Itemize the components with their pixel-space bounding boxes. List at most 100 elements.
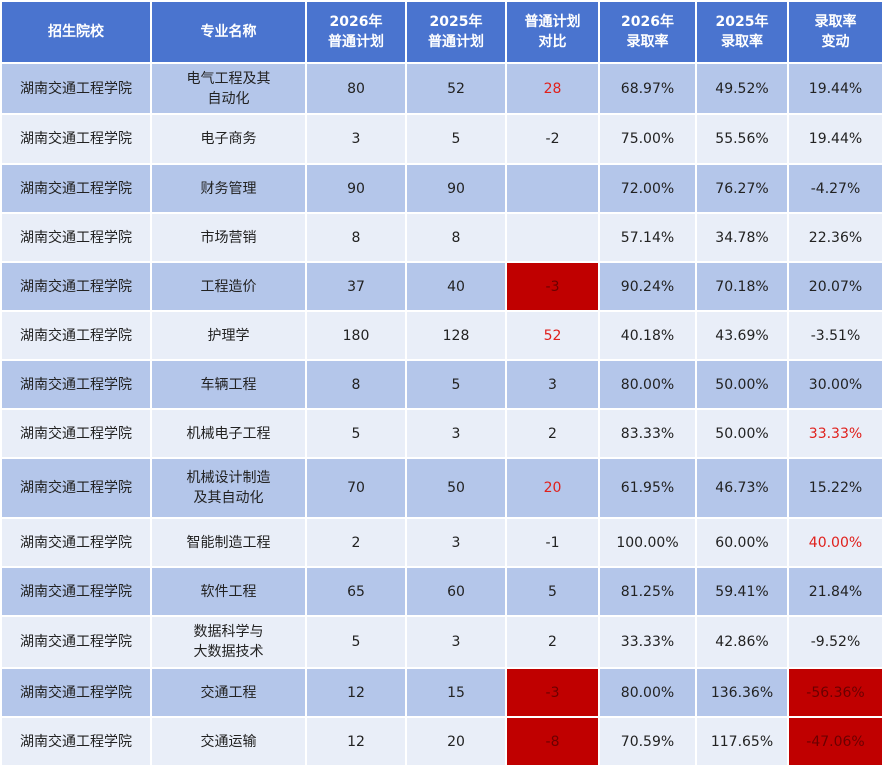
table-cell: 33.33% <box>598 615 697 669</box>
table-cell: 湖南交通工程学院 <box>0 457 152 519</box>
table-cell: 15.22% <box>787 457 882 519</box>
table-cell: 30.00% <box>787 359 882 410</box>
table-cell: 交通工程 <box>150 667 307 718</box>
table-cell: 50.00% <box>695 359 789 410</box>
table-row: 湖南交通工程学院 交通运输 12 20 -8 70.59% 117.65% -47.06% <box>0 716 882 767</box>
table-cell: 湖南交通工程学院 <box>0 615 152 669</box>
table-cell: 40.00% <box>787 517 882 568</box>
table-cell: 3 <box>305 113 407 165</box>
table-cell: 37 <box>305 261 407 312</box>
table-cell: 34.78% <box>695 212 789 263</box>
table-row: 湖南交通工程学院 市场营销 8 8 57.14% 34.78% 22.36% <box>0 212 882 263</box>
table-cell: 市场营销 <box>150 212 307 263</box>
table-cell: 40.18% <box>598 310 697 361</box>
table-cell: 湖南交通工程学院 <box>0 716 152 767</box>
table-row: 湖南交通工程学院 数据科学与 大数据技术 5 3 2 33.33% 42.86% -9.52% <box>0 615 882 669</box>
table-cell: 80.00% <box>598 667 697 718</box>
table-cell: 湖南交通工程学院 <box>0 310 152 361</box>
table-cell: 2 <box>305 517 407 568</box>
table-cell: 52 <box>405 62 507 115</box>
table-body: 湖南交通工程学院 电气工程及其 自动化 80 52 28 68.97% 49.52% 19.4… <box>0 62 882 767</box>
table-cell: 2 <box>505 408 600 459</box>
table-cell: 40 <box>405 261 507 312</box>
table-cell: 21.84% <box>787 566 882 617</box>
table-cell: 5 <box>405 359 507 410</box>
table-cell: 90 <box>405 163 507 214</box>
table-cell: 100.00% <box>598 517 697 568</box>
table-cell: 46.73% <box>695 457 789 519</box>
table-cell: 60 <box>405 566 507 617</box>
table-cell: 61.95% <box>598 457 697 519</box>
table-row: 湖南交通工程学院 智能制造工程 2 3 -1 100.00% 60.00% 40.00% <box>0 517 882 568</box>
table-cell: 12 <box>305 716 407 767</box>
table-cell: -9.52% <box>787 615 882 669</box>
table-cell: 57.14% <box>598 212 697 263</box>
table-cell: 52 <box>505 310 600 361</box>
table-row: 湖南交通工程学院 工程造价 37 40 -3 90.24% 70.18% 20.07% <box>0 261 882 312</box>
table-cell: 15 <box>405 667 507 718</box>
table-cell <box>505 163 600 214</box>
table-row: 湖南交通工程学院 交通工程 12 15 -3 80.00% 136.36% -56.36% <box>0 667 882 718</box>
table-cell: -3.51% <box>787 310 882 361</box>
header-cell: 2025年 录取率 <box>695 0 789 64</box>
table-cell: 财务管理 <box>150 163 307 214</box>
table-cell: -8 <box>505 716 600 767</box>
table-cell: 28 <box>505 62 600 115</box>
table-cell: 湖南交通工程学院 <box>0 408 152 459</box>
table-row: 湖南交通工程学院 电子商务 3 5 -2 75.00% 55.56% 19.44% <box>0 113 882 165</box>
table-row: 湖南交通工程学院 财务管理 90 90 72.00% 76.27% -4.27% <box>0 163 882 214</box>
table-cell: 电子商务 <box>150 113 307 165</box>
header-row: 招生院校 专业名称 2026年 普通计划 2025年 普通计划 普通计划 对比 2026年… <box>0 0 882 64</box>
table-cell: 湖南交通工程学院 <box>0 517 152 568</box>
table-cell: 8 <box>305 359 407 410</box>
table-cell: 电气工程及其 自动化 <box>150 62 307 115</box>
table-cell: 22.36% <box>787 212 882 263</box>
table-cell: 5 <box>405 113 507 165</box>
table-row: 湖南交通工程学院 电气工程及其 自动化 80 52 28 68.97% 49.52% 19.4… <box>0 62 882 115</box>
table-cell: 90 <box>305 163 407 214</box>
header-cell: 普通计划 对比 <box>505 0 600 64</box>
table-cell: 60.00% <box>695 517 789 568</box>
table-cell: 42.86% <box>695 615 789 669</box>
table-cell: 机械电子工程 <box>150 408 307 459</box>
table-cell: 8 <box>405 212 507 263</box>
table-cell: 8 <box>305 212 407 263</box>
table-cell: 136.36% <box>695 667 789 718</box>
table-cell: 5 <box>305 408 407 459</box>
table-row: 湖南交通工程学院 车辆工程 8 5 3 80.00% 50.00% 30.00% <box>0 359 882 410</box>
table-cell: 湖南交通工程学院 <box>0 566 152 617</box>
table-cell: -56.36% <box>787 667 882 718</box>
header-cell: 专业名称 <box>150 0 307 64</box>
table-cell: 3 <box>405 408 507 459</box>
table-cell: 护理学 <box>150 310 307 361</box>
table-cell: 湖南交通工程学院 <box>0 359 152 410</box>
table-cell: 128 <box>405 310 507 361</box>
table-cell: 68.97% <box>598 62 697 115</box>
table-cell: 80 <box>305 62 407 115</box>
table-cell: 117.65% <box>695 716 789 767</box>
table-cell: 湖南交通工程学院 <box>0 113 152 165</box>
table-cell: 80.00% <box>598 359 697 410</box>
table-cell: 83.33% <box>598 408 697 459</box>
table-cell: 43.69% <box>695 310 789 361</box>
table-cell: 70 <box>305 457 407 519</box>
table-cell: 5 <box>305 615 407 669</box>
table-cell: 3 <box>405 517 507 568</box>
table-cell: 55.56% <box>695 113 789 165</box>
table-cell: 湖南交通工程学院 <box>0 163 152 214</box>
table-row: 湖南交通工程学院 护理学 180 128 52 40.18% 43.69% -3.51% <box>0 310 882 361</box>
header-cell: 录取率 变动 <box>787 0 882 64</box>
table-cell: 交通运输 <box>150 716 307 767</box>
table-cell: -3 <box>505 261 600 312</box>
table-cell: 工程造价 <box>150 261 307 312</box>
table-cell: 49.52% <box>695 62 789 115</box>
header-cell: 2025年 普通计划 <box>405 0 507 64</box>
table-cell: 72.00% <box>598 163 697 214</box>
table-cell: 81.25% <box>598 566 697 617</box>
table-cell <box>505 212 600 263</box>
table-cell: -3 <box>505 667 600 718</box>
table-cell: 湖南交通工程学院 <box>0 212 152 263</box>
table-cell: 2 <box>505 615 600 669</box>
table-cell: -2 <box>505 113 600 165</box>
